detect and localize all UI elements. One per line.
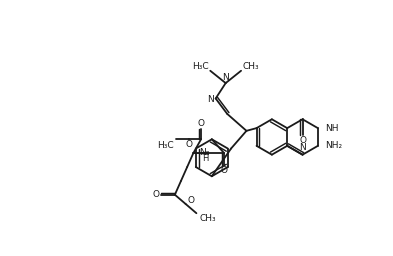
Text: O: O [220,166,228,175]
Text: NH₂: NH₂ [325,141,343,150]
Text: O: O [299,136,306,145]
Text: H₃C: H₃C [157,141,173,150]
Text: NH: NH [325,124,338,133]
Text: CH₃: CH₃ [242,62,259,71]
Text: N: N [199,148,206,157]
Text: O: O [198,119,204,128]
Polygon shape [193,152,209,155]
Text: O: O [187,196,195,205]
Text: N: N [222,73,229,82]
Text: N: N [208,95,214,104]
Text: O: O [186,140,193,149]
Text: O: O [152,190,159,199]
Text: CH₃: CH₃ [200,214,216,223]
Text: N: N [299,143,306,152]
Text: H₃C: H₃C [192,62,209,71]
Text: H: H [202,154,209,163]
